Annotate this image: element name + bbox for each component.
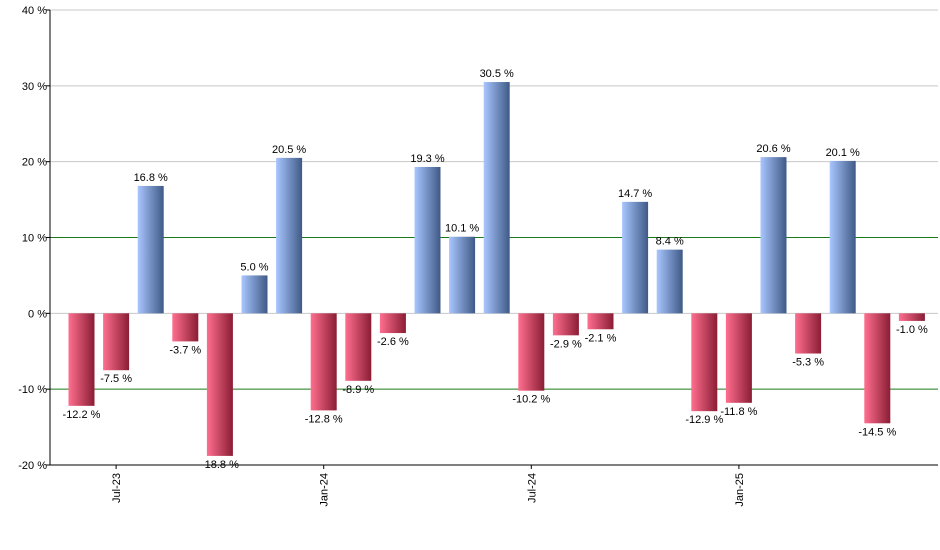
bar-negative — [103, 313, 130, 371]
bar-data-label: 16.8 % — [134, 172, 168, 184]
bar-data-label: 8.4 % — [656, 236, 684, 248]
bar-data-label: -10.2 % — [512, 394, 550, 406]
bar-negative — [310, 313, 337, 411]
bar-data-label: 20.1 % — [826, 147, 860, 159]
bar-data-label: -14.5 % — [858, 426, 896, 438]
bar-negative — [172, 313, 199, 342]
y-tick-label: 40 % — [22, 5, 47, 17]
bar-data-label: -3.7 % — [169, 344, 201, 356]
bar-negative — [206, 313, 233, 456]
bar-positive — [449, 236, 476, 314]
bar-positive — [137, 185, 164, 314]
y-tick-label: 20 % — [22, 157, 47, 169]
bar-negative — [691, 313, 718, 412]
y-tick-label: -20 % — [18, 460, 47, 472]
bar-data-label: 10.1 % — [445, 223, 479, 235]
bar-negative — [552, 313, 579, 336]
bar-data-label: 20.6 % — [756, 143, 790, 155]
bar-data-label: 30.5 % — [480, 68, 514, 80]
y-tick-label: 0 % — [28, 308, 47, 320]
axes — [46, 9, 938, 469]
bar-data-label: 14.7 % — [618, 188, 652, 200]
bar-negative — [518, 313, 545, 391]
bar-positive — [622, 201, 649, 314]
bar-negative — [795, 313, 822, 354]
x-tick-label: Jul-23 — [111, 473, 123, 503]
bar-data-label: -2.6 % — [377, 336, 409, 348]
bar-positive — [276, 157, 303, 314]
bar-data-label: -2.9 % — [550, 338, 582, 350]
bars — [68, 82, 925, 456]
y-tick-label: 30 % — [22, 81, 47, 93]
bar-positive — [483, 82, 510, 314]
bar-negative — [68, 313, 95, 406]
bar-negative — [379, 313, 406, 334]
bar-data-label: -5.3 % — [792, 357, 824, 369]
bar-data-label: 20.5 % — [272, 144, 306, 156]
bar-data-label: -7.5 % — [100, 373, 132, 385]
bar-data-label: -8.9 % — [342, 384, 374, 396]
bar-data-label: -12.2 % — [63, 409, 101, 421]
x-tick-label: Jan-24 — [319, 473, 331, 507]
bar-data-label: -11.8 % — [720, 406, 757, 418]
bar-data-label: -12.9 % — [685, 414, 723, 426]
bar-negative — [864, 313, 891, 424]
y-tick-label: 10 % — [22, 233, 47, 245]
bar-positive — [414, 166, 441, 314]
bar-negative — [725, 313, 752, 403]
bar-positive — [760, 157, 787, 314]
bar-negative — [898, 313, 925, 321]
x-tick-label: Jan-25 — [734, 473, 746, 507]
bar-data-label: -1.0 % — [896, 324, 928, 336]
bar-data-label: 5.0 % — [240, 261, 268, 273]
x-tick-label: Jul-24 — [526, 473, 538, 503]
labels: 40 % 30 % 20 % 10 % 0 % -10 % -20 % -12.2 % -7.5… — [18, 5, 928, 507]
bar-data-label: -18.8 % — [201, 459, 239, 471]
bar-data-label: 19.3 % — [410, 153, 444, 165]
bar-positive — [829, 160, 856, 314]
bar-data-label: -2.1 % — [585, 332, 617, 344]
bar-positive — [241, 275, 268, 314]
bar-positive — [656, 249, 683, 314]
bar-negative — [587, 313, 614, 330]
y-tick-label: -10 % — [18, 384, 47, 396]
bar-data-label: -12.8 % — [305, 413, 343, 425]
bar-negative — [345, 313, 372, 381]
